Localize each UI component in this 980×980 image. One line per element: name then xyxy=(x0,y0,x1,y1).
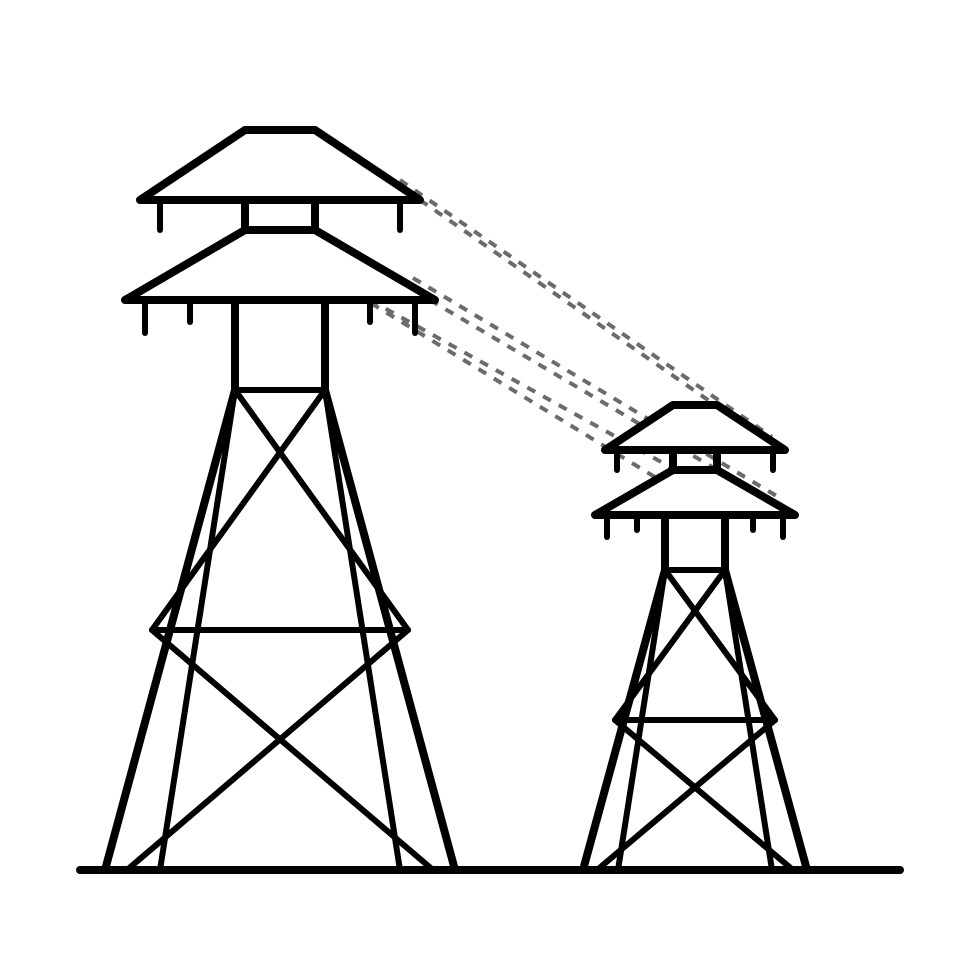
transmission-tower-small xyxy=(583,405,807,870)
transmission-towers-diagram xyxy=(0,0,980,980)
transmission-tower-large xyxy=(105,130,455,870)
